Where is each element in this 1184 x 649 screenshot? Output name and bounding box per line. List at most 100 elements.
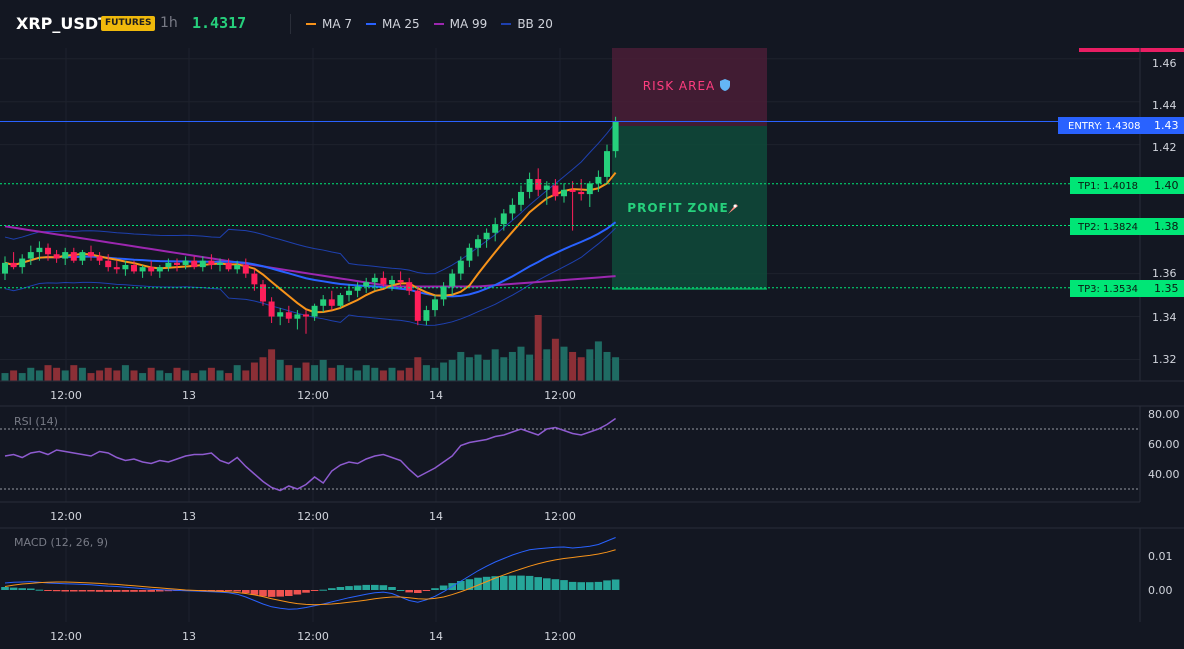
macd-histogram-bar xyxy=(508,575,517,590)
candle-body xyxy=(311,305,318,317)
tp2-label[interactable]: TP2: 1.3824 1.38 xyxy=(1070,218,1184,235)
volume-bar xyxy=(526,354,534,381)
candle-body xyxy=(466,247,473,261)
macd-histogram-bar xyxy=(121,590,130,592)
volume-bar xyxy=(362,365,370,381)
rsi-title[interactable]: RSI (14) xyxy=(14,415,58,428)
time-tick: 13 xyxy=(182,510,196,523)
volume-bar xyxy=(569,351,577,381)
profit-zone xyxy=(612,126,767,289)
volume-bar xyxy=(139,373,147,381)
macd-histogram-bar xyxy=(319,589,327,591)
volume-bar xyxy=(10,370,18,381)
symbol-name[interactable]: XRP_USDT xyxy=(16,14,110,33)
volume-bar xyxy=(457,351,465,381)
indicator-legend: MA 7 MA 25 MA 99 BB 20 xyxy=(306,17,553,31)
tp3-label[interactable]: TP3: 1.3534 1.35 xyxy=(1070,280,1184,297)
legend-bb20[interactable]: BB 20 xyxy=(501,17,553,31)
candle-body xyxy=(492,224,499,233)
candle-body xyxy=(543,185,550,190)
volume-bar xyxy=(250,362,258,381)
volume-bar xyxy=(328,367,336,381)
legend-ma7-label: MA 7 xyxy=(322,17,353,31)
candle-body xyxy=(174,262,180,265)
risk-zone xyxy=(612,48,767,126)
time-tick: 12:00 xyxy=(50,630,82,643)
candle-body xyxy=(294,314,301,319)
macd-histogram-bar xyxy=(233,590,241,592)
candle-body xyxy=(389,280,395,285)
ma25-line xyxy=(4,221,617,298)
volume-bar xyxy=(173,367,181,381)
candle-body xyxy=(260,284,266,302)
macd-histogram-bar xyxy=(164,590,173,592)
interval-selector[interactable]: 1h xyxy=(160,15,178,31)
ma25-swatch xyxy=(366,23,377,25)
macd-histogram-bar xyxy=(224,590,233,591)
macd-histogram-bar xyxy=(345,586,353,590)
candle-body xyxy=(268,301,275,317)
volume-bar xyxy=(233,365,241,381)
time-tick: 14 xyxy=(429,510,443,523)
macd-histogram-bar xyxy=(250,590,259,595)
volume-bar xyxy=(302,362,310,381)
macd-histogram-bar xyxy=(396,590,405,591)
macd-histogram-bar xyxy=(130,590,138,592)
volume-bar xyxy=(551,338,559,381)
candle-body xyxy=(156,267,163,272)
macd-histogram-bar xyxy=(27,588,35,590)
macd-histogram-bar xyxy=(267,590,276,597)
volume-bar xyxy=(414,357,422,381)
volume-bar xyxy=(508,351,516,381)
macd-histogram-bar xyxy=(1,587,9,590)
candle-body xyxy=(440,286,447,300)
volume-bar xyxy=(242,370,250,381)
ma99-swatch xyxy=(433,23,444,25)
volume-bar xyxy=(35,370,43,381)
rsi-line xyxy=(4,417,617,492)
macd-histogram-bar xyxy=(611,579,620,590)
moving-averages xyxy=(4,171,617,314)
candle-body xyxy=(518,191,524,205)
candle-body xyxy=(70,252,77,261)
legend-ma99[interactable]: MA 99 xyxy=(433,17,487,31)
price-axis[interactable]: 1.46 1.44 1.42 1.36 1.34 1.32 xyxy=(1152,57,1177,366)
chart-header: XRP_USDT FUTURES 1h 1.4317 MA 7 MA 25 MA… xyxy=(0,0,1184,48)
ma7-swatch xyxy=(306,23,316,25)
candle-body xyxy=(242,264,249,274)
tp1-label[interactable]: TP1: 1.4018 1.40 xyxy=(1070,177,1184,194)
macd-histogram-bar xyxy=(405,590,413,593)
legend-ma25[interactable]: MA 25 xyxy=(366,17,420,31)
macd-histogram-bar xyxy=(551,579,560,590)
candle-body xyxy=(569,189,576,192)
volume-bar xyxy=(474,354,482,381)
profit-zone-label: PROFIT ZONE xyxy=(627,201,728,215)
entry-label-text: ENTRY: 1.4308 xyxy=(1068,121,1141,132)
price-tick: 1.32 xyxy=(1152,353,1177,366)
candle-body xyxy=(191,260,198,268)
risk-area-label: RISK AREA xyxy=(643,79,716,93)
candle-body xyxy=(423,310,430,321)
entry-label[interactable]: ENTRY: 1.4308 1.43 xyxy=(1058,117,1184,134)
macd-histogram-bar xyxy=(336,587,345,590)
volume-bar xyxy=(491,349,499,381)
volume-bar xyxy=(440,362,448,381)
volume-bar xyxy=(285,365,293,381)
last-price: 1.4317 xyxy=(192,14,247,32)
volume-bar xyxy=(27,367,35,381)
macd-histogram-bar xyxy=(388,587,396,590)
volume-bar xyxy=(276,359,284,381)
time-tick: 13 xyxy=(182,630,196,643)
volume-bar xyxy=(190,373,198,381)
tp2-axis-value: 1.38 xyxy=(1154,220,1179,233)
macd-title[interactable]: MACD (12, 26, 9) xyxy=(14,536,108,549)
legend-ma7[interactable]: MA 7 xyxy=(306,17,352,31)
macd-histogram-bar xyxy=(310,590,319,591)
time-axis-rsi: 12:00 13 12:00 14 12:00 xyxy=(50,510,576,523)
candle-body xyxy=(380,277,387,285)
candle-body xyxy=(406,282,413,291)
time-axis-main[interactable]: 12:00 13 12:00 14 12:00 xyxy=(50,389,576,402)
time-axis-macd: 12:00 13 12:00 14 12:00 xyxy=(50,630,576,643)
tp3-axis-value: 1.35 xyxy=(1154,282,1179,295)
